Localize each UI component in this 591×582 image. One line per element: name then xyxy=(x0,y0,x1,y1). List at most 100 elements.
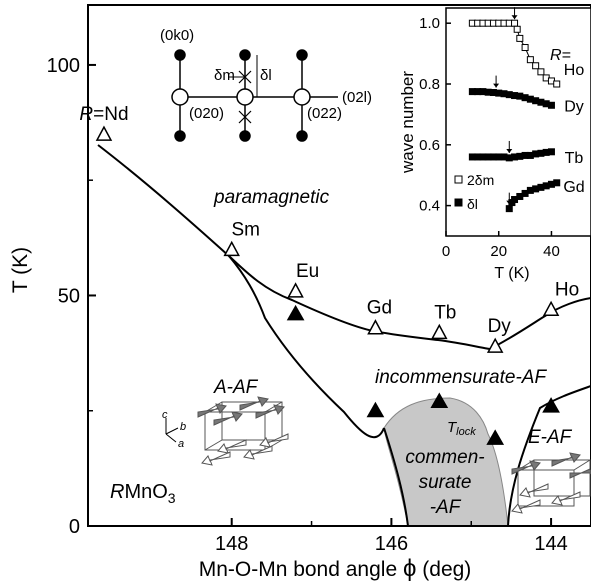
label-delta-m: δm xyxy=(214,67,235,84)
filled-triangle-point xyxy=(286,304,305,321)
label-a-af: A-AF xyxy=(213,377,259,398)
boundary-a-af-lower xyxy=(383,427,409,527)
boundary-a-af xyxy=(228,255,385,439)
axis-letter-a: a xyxy=(178,438,184,450)
inset-legend-2dm: 2δm xyxy=(467,172,494,188)
x-axis-title-part1: Mn-O-Mn bond angle xyxy=(199,558,403,581)
inset-x-title: T (K) xyxy=(494,265,529,282)
inset-x-ticks: 0 20 40 xyxy=(442,231,560,260)
point-label: Ho xyxy=(555,279,579,300)
inset-point xyxy=(553,80,561,88)
inset-legend: 2δm δl xyxy=(454,172,494,212)
inset-y-tick-label: 0.6 xyxy=(419,137,440,154)
label-commensurate-2: surate xyxy=(419,472,472,493)
axis-letter-c: c xyxy=(162,409,168,421)
label-022: (022) xyxy=(307,105,342,122)
label-e-af: E-AF xyxy=(528,427,573,448)
filled-triangle-series xyxy=(286,304,560,445)
open-triangle-point xyxy=(542,300,560,317)
inset-point xyxy=(537,68,545,76)
y-axis-title: T (K) xyxy=(9,247,32,293)
label-delta-l: δl xyxy=(260,67,272,84)
inset-point xyxy=(553,179,561,187)
open-triangle-point xyxy=(95,125,113,141)
label-tlock: Tlock xyxy=(447,419,476,438)
a-af-spin-structure-icon xyxy=(197,396,289,466)
inset-y-ticks: 0.4 0.6 0.8 1.0 xyxy=(419,15,451,215)
inset-series-label: Ho xyxy=(564,62,585,79)
point-label: R=Nd xyxy=(79,104,128,125)
inset-wave-number-chart: 0 20 40 0.4 0.6 0.8 1.0 Ho Dy Tb Gd T (K) wave n… xyxy=(398,7,591,282)
y-axis-ticks: 0 50 100 xyxy=(47,55,96,538)
filled-triangle-point xyxy=(430,392,449,409)
x-axis-title-part3: (deg) xyxy=(416,558,471,581)
inset-point xyxy=(532,62,540,70)
open-triangle-point xyxy=(367,319,384,335)
e-af-spin-structure-icon xyxy=(511,452,591,514)
inset-point xyxy=(516,34,524,42)
inset-series-label: Dy xyxy=(564,98,584,115)
reciprocal-lattice-icon xyxy=(171,49,338,142)
label-020: (020) xyxy=(189,105,224,122)
open-triangle-series: R=Nd Sm Eu Gd Tb Dy Ho xyxy=(79,104,579,353)
inset-y-title: wave number xyxy=(398,71,417,174)
x-tick-label: 144 xyxy=(534,533,567,555)
filled-triangle-point xyxy=(486,429,505,445)
label-incommensurate: incommensurate-AF xyxy=(375,367,547,388)
open-triangle-point xyxy=(223,240,240,257)
inset-r-label: R= xyxy=(550,47,571,64)
plot-frame xyxy=(87,4,591,527)
y-tick-label: 0 xyxy=(69,516,80,538)
boundary-e-af xyxy=(507,385,591,527)
y-tick-label: 50 xyxy=(58,285,80,307)
point-label: Sm xyxy=(231,219,260,240)
open-triangle-point xyxy=(486,337,504,353)
label-tlock-sub: lock xyxy=(456,426,476,438)
label-commensurate-3: -AF xyxy=(430,497,462,518)
inset-point xyxy=(511,19,519,27)
point-label: Dy xyxy=(488,316,512,337)
inset-legend-dl: δl xyxy=(467,196,478,212)
label-paramagnetic: paramagnetic xyxy=(213,187,330,208)
x-axis-title: Mn-O-Mn bond angle ϕ (deg) xyxy=(199,555,472,582)
label-0k0: (0k0) xyxy=(160,27,194,44)
open-triangle-point xyxy=(431,323,448,340)
label-compound: RMnO3 xyxy=(110,481,176,506)
inset-point xyxy=(526,56,534,64)
x-axis-ticks: 148 146 144 xyxy=(215,518,568,555)
x-tick-label: 148 xyxy=(215,533,248,555)
inset-series: Ho Dy Tb Gd xyxy=(468,7,585,213)
commensurate-region xyxy=(383,397,509,527)
inset-arrow-head xyxy=(493,83,500,88)
label-tlock-main: T xyxy=(447,419,458,436)
filled-triangle-point xyxy=(366,401,385,418)
open-triangle-point xyxy=(287,282,304,298)
label-commensurate-1: commen- xyxy=(405,447,484,468)
inset-y-tick-label: 0.8 xyxy=(419,76,440,93)
inset-arrow-head xyxy=(506,200,513,205)
point-label: Eu xyxy=(296,261,319,282)
inset-arrow-head xyxy=(506,148,513,153)
inset-arrow-head xyxy=(511,15,518,20)
inset-point xyxy=(521,44,529,52)
point-label: Tb xyxy=(434,302,456,323)
inset-point xyxy=(513,25,521,33)
x-tick-label: 146 xyxy=(375,533,408,555)
crystal-axes-icon xyxy=(165,418,179,443)
x-axis-title-phi: ϕ xyxy=(403,555,416,582)
label-02l: (02l) xyxy=(342,89,372,106)
inset-y-tick-label: 1.0 xyxy=(419,15,440,32)
inset-point xyxy=(547,101,555,109)
inset-point xyxy=(547,148,555,156)
inset-series-label: Tb xyxy=(565,150,584,167)
inset-point xyxy=(505,205,513,213)
inset-x-tick-label: 20 xyxy=(490,243,507,260)
axis-letter-b: b xyxy=(180,421,186,433)
inset-x-tick-label: 0 xyxy=(442,243,450,260)
point-label: Gd xyxy=(367,298,392,319)
y-tick-label: 100 xyxy=(47,55,80,77)
filled-triangle-point xyxy=(542,397,560,413)
inset-x-tick-label: 40 xyxy=(543,243,560,260)
inset-y-tick-label: 0.4 xyxy=(419,198,440,215)
